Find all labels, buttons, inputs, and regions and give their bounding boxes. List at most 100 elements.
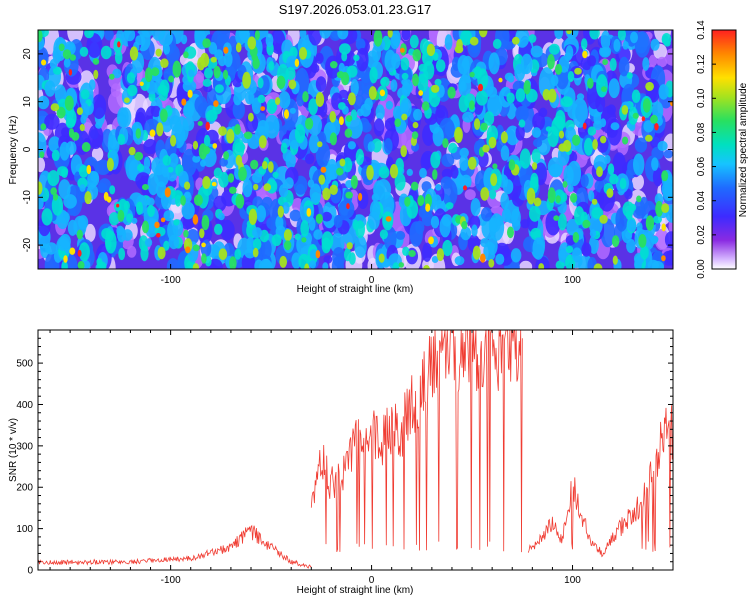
snr-y-tick-label: 0 xyxy=(27,566,33,577)
heatmap-cell xyxy=(373,30,383,47)
heatmap-cell xyxy=(567,184,574,192)
heatmap-y-ticks: -20 -10 0 10 20 xyxy=(22,48,673,252)
heatmap-cell xyxy=(302,91,309,103)
heatmap-cell xyxy=(61,261,68,269)
heatmap-cell xyxy=(420,153,432,171)
heatmap-cell xyxy=(289,107,296,114)
heatmap-cell xyxy=(257,120,269,136)
heatmap-cell xyxy=(430,151,441,169)
heatmap-cell xyxy=(587,126,597,136)
heatmap-cell xyxy=(265,33,274,48)
heatmap-cell xyxy=(86,164,92,175)
heatmap-cell xyxy=(105,239,112,251)
heatmap-cell xyxy=(315,250,321,259)
heatmap-cell xyxy=(338,102,346,110)
heatmap-cell xyxy=(218,126,227,136)
heatmap-cell xyxy=(412,73,419,87)
heatmap-cell xyxy=(398,262,404,268)
heatmap-cell xyxy=(263,183,272,192)
heatmap-cell xyxy=(157,246,166,260)
heatmap-cell xyxy=(81,142,91,152)
heatmap-cell xyxy=(439,216,451,238)
heatmap-cell xyxy=(647,259,659,269)
heatmap-cell xyxy=(149,129,156,137)
heatmap-cell xyxy=(400,47,405,53)
heatmap-cell xyxy=(253,238,262,250)
heatmap-cell xyxy=(434,78,442,86)
heatmap-cell xyxy=(607,163,615,175)
heatmap-cell xyxy=(518,119,526,128)
heatmap-cell xyxy=(560,96,573,108)
heatmap-cell xyxy=(163,43,170,55)
heatmap-cell xyxy=(641,116,646,122)
heatmap-cell xyxy=(373,180,385,201)
heatmap-cell xyxy=(164,187,171,198)
heatmap-cell xyxy=(422,242,432,262)
heatmap-cell xyxy=(412,121,419,129)
heatmap-cell xyxy=(664,231,673,248)
heatmap-cell xyxy=(210,56,217,63)
heatmap-cell xyxy=(38,132,47,158)
heatmap-cell xyxy=(528,34,537,43)
heatmap-cell xyxy=(636,195,642,203)
heatmap-cell xyxy=(401,72,409,80)
heatmap-cell xyxy=(626,238,636,254)
heatmap-cell xyxy=(162,155,171,166)
heatmap-cell xyxy=(131,217,138,224)
heatmap-cell xyxy=(661,182,673,196)
heatmap-cell xyxy=(354,235,367,258)
heatmap-cell xyxy=(447,86,456,99)
heatmap-cell xyxy=(593,154,607,172)
heatmap-cell xyxy=(463,185,467,191)
heatmap-cell xyxy=(512,36,520,45)
heatmap-cell xyxy=(294,58,300,67)
heatmap-cell xyxy=(486,86,498,98)
heatmap-x-tick-label: 0 xyxy=(369,275,375,286)
heatmap-cell xyxy=(480,187,490,201)
heatmap-cell xyxy=(63,58,71,68)
heatmap-cell xyxy=(423,265,430,269)
heatmap-cell xyxy=(626,72,633,79)
heatmap-cell xyxy=(613,38,621,52)
heatmap-cell xyxy=(469,36,479,46)
heatmap-cell xyxy=(220,219,235,241)
heatmap-cell xyxy=(252,247,259,258)
heatmap-cell xyxy=(661,203,670,214)
heatmap-cell xyxy=(112,68,122,79)
heatmap-cell xyxy=(460,226,472,241)
heatmap-cell xyxy=(428,236,434,245)
heatmap-cell xyxy=(400,145,408,158)
heatmap-cell xyxy=(581,38,588,50)
heatmap-cells xyxy=(38,30,673,269)
heatmap-cell xyxy=(235,42,242,53)
heatmap-cell xyxy=(652,167,663,187)
heatmap-cell xyxy=(642,57,650,71)
heatmap-cell xyxy=(78,165,89,178)
heatmap-cell xyxy=(510,248,522,263)
heatmap-cell xyxy=(124,30,136,42)
heatmap-cell xyxy=(645,134,653,142)
heatmap-cell xyxy=(507,75,515,83)
heatmap-cell xyxy=(369,66,378,84)
heatmap-cell xyxy=(329,132,337,146)
heatmap-cell xyxy=(69,54,77,61)
heatmap-cell xyxy=(630,31,638,44)
heatmap-cell xyxy=(367,141,375,153)
heatmap-cell xyxy=(147,173,159,196)
heatmap-cell xyxy=(431,194,442,205)
heatmap-cell xyxy=(257,77,264,89)
heatmap-cell xyxy=(478,30,488,38)
heatmap-cell xyxy=(622,136,629,145)
snr-y-tick-label: 100 xyxy=(16,524,33,535)
heatmap-cell xyxy=(279,255,288,268)
heatmap-cell xyxy=(313,229,323,240)
heatmap-cell xyxy=(235,193,245,209)
heatmap-cell xyxy=(204,67,213,79)
heatmap-cell xyxy=(280,142,288,154)
heatmap-cell xyxy=(348,92,356,106)
heatmap-cell xyxy=(344,128,353,138)
heatmap-cell xyxy=(470,198,481,217)
heatmap-cell xyxy=(346,203,350,210)
heatmap-cell xyxy=(214,84,224,93)
